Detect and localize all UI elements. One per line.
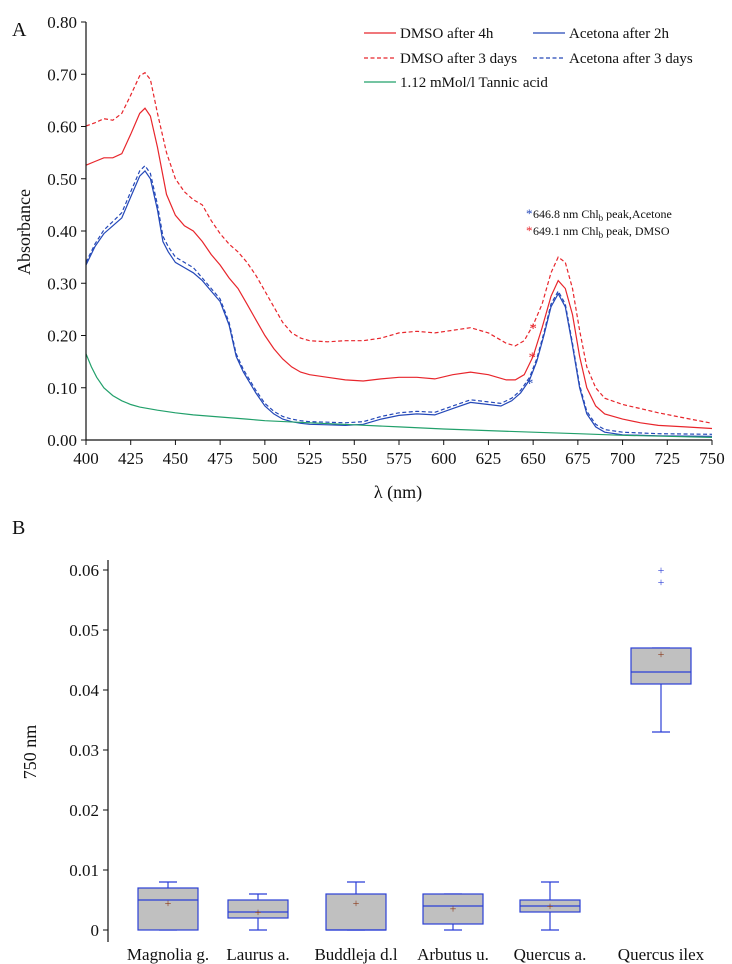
- panel-b: B 00.010.020.030.040.050.06 +++ + ++++ 750…: [12, 517, 705, 964]
- panel-a-y-tick-label: 0.70: [47, 65, 77, 84]
- panel-b-label: B: [12, 517, 25, 539]
- box-iqr: [227, 899, 289, 919]
- panel-a-x-tick-label: 525: [297, 449, 323, 468]
- box-plot-2: +: [325, 881, 387, 931]
- category-label: Laurus a.: [226, 945, 289, 964]
- peak-star-marker: *: [528, 350, 536, 366]
- box-mean-marker: +: [255, 905, 262, 919]
- annotation-marker: *: [526, 223, 533, 238]
- panel-a-annotations: * 646.8 nm Chlb peak,Acetone* 649.1 nm Chl…: [526, 206, 672, 240]
- panel-b-y-tick-label: 0.01: [69, 861, 99, 880]
- panel-a-x-axis-label: λ (nm): [374, 482, 422, 503]
- panel-a: A 400 425 450 475 500 525 550 575 600 625 650 675 70…: [12, 13, 725, 503]
- box-plot-5: +++: [630, 563, 692, 733]
- panel-a-series: [85, 71, 713, 438]
- panel-a-y-tick-label: 0.60: [47, 118, 77, 137]
- legend-label: DMSO after 4h: [400, 26, 494, 42]
- box-iqr: [325, 893, 387, 931]
- series-line-3: [85, 164, 713, 435]
- category-label: Buddleja d.l: [314, 945, 397, 964]
- annotation-text: 649.1 nm Chlb peak, DMSO: [533, 224, 670, 240]
- panel-a-y-tick-label: 0.40: [47, 222, 77, 241]
- panel-a-y-tick-label: 0.00: [47, 431, 77, 450]
- panel-a-y-tick-label: 0.20: [47, 327, 77, 346]
- panel-a-label: A: [12, 19, 27, 41]
- box-iqr: [630, 647, 692, 685]
- category-label: Magnolia g.: [127, 945, 209, 964]
- panel-a-x-tick-label: 425: [118, 449, 144, 468]
- panel-a-x-tick-label: 675: [565, 449, 591, 468]
- peak-star-marker: *: [526, 376, 534, 392]
- panel-a-x-tick-label: 400: [73, 449, 99, 468]
- box-plot-4: +: [519, 881, 581, 931]
- panel-b-y-axis-label: 750 nm: [20, 725, 40, 780]
- panel-a-x-tick-label: 725: [655, 449, 681, 468]
- panel-a-x-tick-label: 475: [207, 449, 233, 468]
- panel-a-x-tick-label: 575: [386, 449, 412, 468]
- panel-b-y-tick-label: 0.04: [69, 681, 99, 700]
- panel-a-stars: * * *: [526, 321, 537, 392]
- box-mean-marker: +: [658, 647, 665, 661]
- box-mean-marker: +: [165, 896, 172, 910]
- panel-b-y-tick-label: 0.05: [69, 621, 99, 640]
- peak-star-marker: *: [529, 321, 537, 337]
- box-mean-marker: +: [547, 899, 554, 913]
- panel-b-boxes: +++ + ++++: [137, 563, 692, 931]
- panel-a-x-tick-label: 600: [431, 449, 457, 468]
- panel-a-x-tick-label: 500: [252, 449, 278, 468]
- box-iqr: [422, 893, 484, 925]
- annotation-text: 646.8 nm Chlb peak,Acetone: [533, 207, 672, 223]
- box-plot-0: +: [137, 881, 199, 931]
- panel-a-x-tick-label: 450: [163, 449, 189, 468]
- category-label: Quercus ilex: [618, 945, 705, 964]
- legend-label: Acetona after 2h: [569, 26, 669, 42]
- panel-a-x-tick-label: 700: [610, 449, 636, 468]
- panel-a-legend: DMSO after 4h Acetona after 2h DMSO after …: [364, 26, 693, 91]
- panel-a-y-axis-label: Absorbance: [14, 189, 34, 275]
- series-line-4: [85, 353, 713, 438]
- panel-b-y-tick-label: 0.02: [69, 801, 99, 820]
- panel-a-y-tick-label: 0.10: [47, 379, 77, 398]
- legend-label: Acetona after 3 days: [569, 51, 693, 67]
- panel-a-x-tick-label: 550: [342, 449, 368, 468]
- legend-label: DMSO after 3 days: [400, 51, 517, 67]
- box-plot-1: +: [227, 893, 289, 931]
- panel-a-y-tick-label: 0.80: [47, 13, 77, 32]
- panel-b-ticks: 0 0.01 0.02 0.03 0.04 0.05 0.06: [69, 561, 108, 940]
- outlier-marker: +: [658, 563, 665, 577]
- outlier-marker: +: [658, 575, 665, 589]
- panel-a-axes: [85, 22, 712, 441]
- box-iqr: [137, 887, 199, 931]
- panel-a-x-tick-label: 625: [476, 449, 502, 468]
- box-mean-marker: +: [450, 901, 457, 915]
- panel-a-y-tick-label: 0.50: [47, 170, 77, 189]
- series-line-1: [85, 169, 713, 437]
- box-mean-marker: +: [353, 896, 360, 910]
- panel-b-categories: Magnolia g. Laurus a. Buddleja d.l Arbutus …: [127, 945, 705, 964]
- legend-label: 1.12 mMol/l Tannic acid: [400, 75, 548, 91]
- panel-b-y-tick-label: 0: [91, 921, 100, 940]
- panel-a-ticks: 400 425 450 475 500 525 550 575 600 625 650 675 700 7…: [47, 13, 725, 468]
- series-line-0: [85, 107, 713, 430]
- series-line-2: [85, 71, 713, 424]
- category-label: Arbutus u.: [417, 945, 489, 964]
- panel-b-y-tick-label: 0.06: [69, 561, 99, 580]
- box-plot-3: +: [422, 893, 484, 931]
- panel-a-y-tick-label: 0.30: [47, 274, 77, 293]
- panel-b-y-tick-label: 0.03: [69, 741, 99, 760]
- annotation-marker: *: [526, 206, 533, 221]
- panel-a-x-tick-label: 750: [699, 449, 725, 468]
- panel-a-x-tick-label: 650: [520, 449, 546, 468]
- category-label: Quercus a.: [514, 945, 587, 964]
